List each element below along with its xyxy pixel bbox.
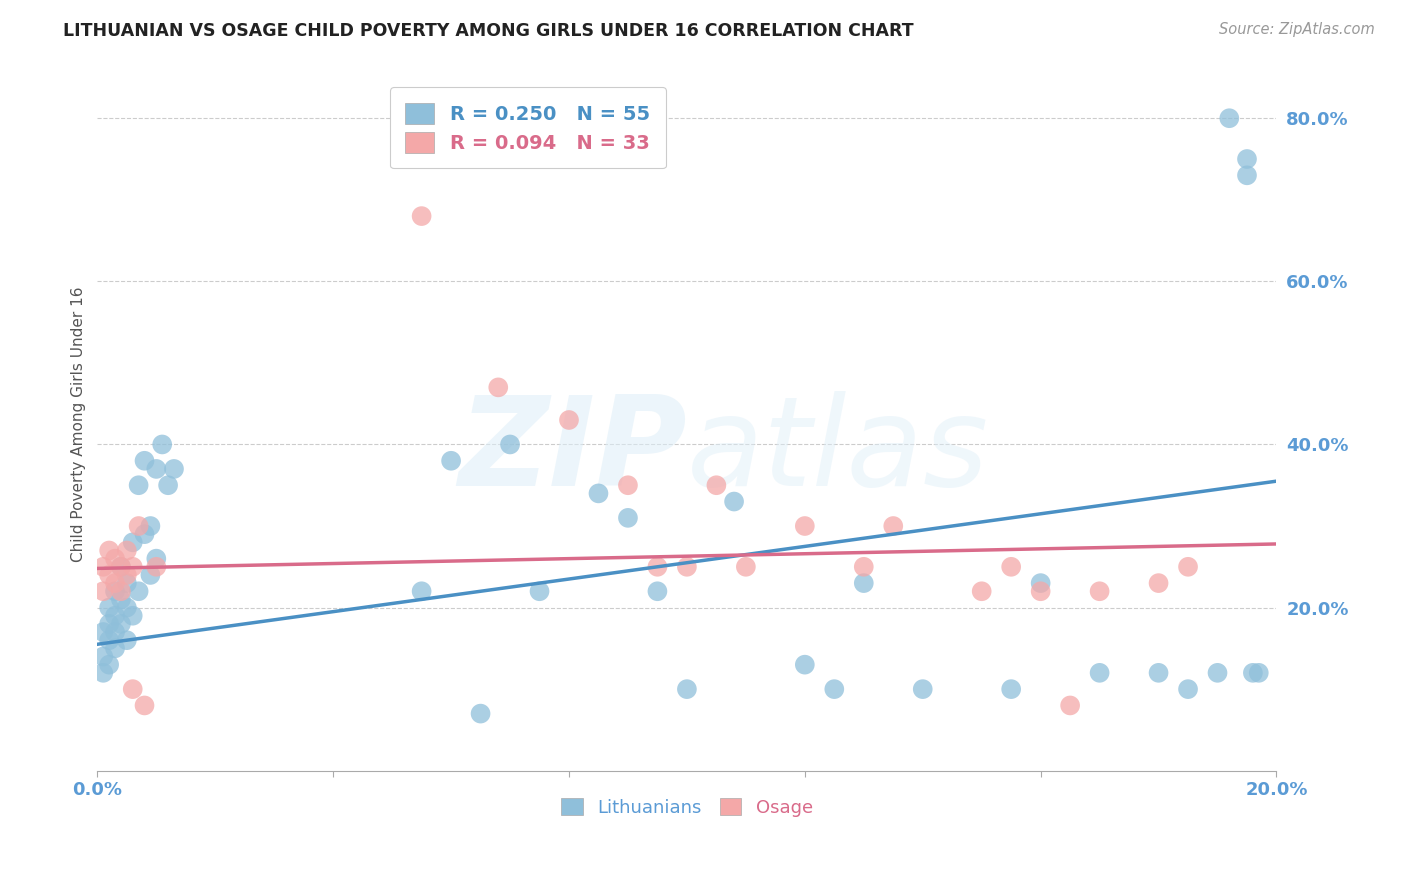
Point — [617, 478, 640, 492]
Point — [104, 551, 127, 566]
Point — [529, 584, 551, 599]
Point — [110, 616, 132, 631]
Point — [1088, 584, 1111, 599]
Point — [882, 519, 904, 533]
Text: ZIP: ZIP — [458, 392, 688, 512]
Point — [110, 559, 132, 574]
Point — [91, 649, 114, 664]
Point — [145, 462, 167, 476]
Point — [852, 559, 875, 574]
Point — [145, 551, 167, 566]
Point — [91, 584, 114, 599]
Point — [1218, 112, 1240, 126]
Point — [676, 682, 699, 697]
Point — [588, 486, 610, 500]
Point — [1029, 576, 1052, 591]
Point — [793, 657, 815, 672]
Point — [1000, 559, 1022, 574]
Y-axis label: Child Poverty Among Girls Under 16: Child Poverty Among Girls Under 16 — [72, 286, 86, 562]
Point — [110, 559, 132, 574]
Point — [970, 584, 993, 599]
Point — [98, 633, 121, 648]
Point — [411, 209, 433, 223]
Point — [1147, 576, 1170, 591]
Point — [104, 608, 127, 623]
Point — [1177, 682, 1199, 697]
Point — [1000, 682, 1022, 697]
Point — [558, 413, 581, 427]
Point — [91, 559, 114, 574]
Point — [1236, 169, 1258, 183]
Point — [134, 454, 156, 468]
Text: atlas: atlas — [688, 392, 988, 512]
Point — [157, 478, 180, 492]
Point — [104, 641, 127, 656]
Point — [115, 568, 138, 582]
Point — [852, 576, 875, 591]
Point — [121, 559, 143, 574]
Point — [723, 494, 745, 508]
Point — [98, 543, 121, 558]
Point — [676, 559, 699, 574]
Point — [110, 592, 132, 607]
Point — [706, 478, 728, 492]
Point — [91, 625, 114, 640]
Point — [104, 584, 127, 599]
Point — [110, 584, 132, 599]
Point — [104, 625, 127, 640]
Point — [440, 454, 463, 468]
Point — [134, 698, 156, 713]
Point — [1206, 665, 1229, 680]
Point — [145, 559, 167, 574]
Point — [486, 380, 509, 394]
Point — [647, 584, 669, 599]
Point — [139, 519, 162, 533]
Point — [1241, 665, 1264, 680]
Point — [823, 682, 845, 697]
Point — [150, 437, 173, 451]
Point — [1147, 665, 1170, 680]
Point — [139, 568, 162, 582]
Point — [104, 576, 127, 591]
Point — [1236, 152, 1258, 166]
Point — [121, 608, 143, 623]
Point — [1177, 559, 1199, 574]
Point — [1059, 698, 1081, 713]
Point — [115, 633, 138, 648]
Point — [1088, 665, 1111, 680]
Point — [98, 600, 121, 615]
Point — [128, 478, 150, 492]
Point — [128, 519, 150, 533]
Text: LITHUANIAN VS OSAGE CHILD POVERTY AMONG GIRLS UNDER 16 CORRELATION CHART: LITHUANIAN VS OSAGE CHILD POVERTY AMONG … — [63, 22, 914, 40]
Point — [911, 682, 934, 697]
Point — [617, 511, 640, 525]
Point — [115, 543, 138, 558]
Legend: Lithuanians, Osage: Lithuanians, Osage — [554, 791, 820, 824]
Point — [91, 665, 114, 680]
Point — [734, 559, 756, 574]
Point — [134, 527, 156, 541]
Point — [793, 519, 815, 533]
Point — [115, 576, 138, 591]
Point — [411, 584, 433, 599]
Point — [128, 584, 150, 599]
Point — [1247, 665, 1270, 680]
Point — [1029, 584, 1052, 599]
Point — [115, 600, 138, 615]
Point — [470, 706, 492, 721]
Point — [121, 535, 143, 549]
Point — [98, 568, 121, 582]
Point — [163, 462, 186, 476]
Point — [499, 437, 522, 451]
Point — [121, 682, 143, 697]
Text: Source: ZipAtlas.com: Source: ZipAtlas.com — [1219, 22, 1375, 37]
Point — [98, 657, 121, 672]
Point — [98, 616, 121, 631]
Point — [647, 559, 669, 574]
